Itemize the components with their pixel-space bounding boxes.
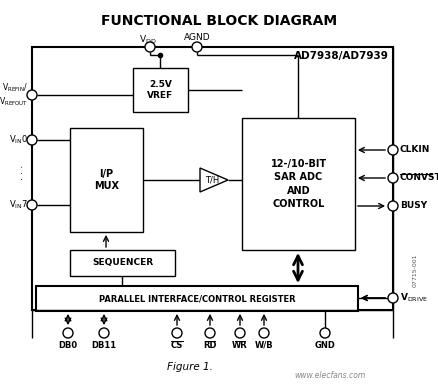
- Circle shape: [388, 173, 398, 183]
- Polygon shape: [200, 168, 228, 192]
- Circle shape: [27, 135, 37, 145]
- Circle shape: [388, 145, 398, 155]
- Circle shape: [63, 328, 73, 338]
- Bar: [133, 68, 188, 112]
- Text: V$_\mathsf{IN}$7: V$_\mathsf{IN}$7: [9, 199, 28, 211]
- Text: V$_\mathsf{DRIVE}$: V$_\mathsf{DRIVE}$: [400, 292, 428, 304]
- Text: · · ·: · · ·: [18, 164, 28, 180]
- Circle shape: [320, 328, 330, 338]
- Circle shape: [27, 90, 37, 100]
- Text: FUNCTIONAL BLOCK DIAGRAM: FUNCTIONAL BLOCK DIAGRAM: [101, 14, 337, 28]
- Text: AD7938/AD7939: AD7938/AD7939: [294, 51, 389, 61]
- Text: GND: GND: [314, 341, 336, 350]
- Circle shape: [172, 328, 182, 338]
- Text: CLKIN: CLKIN: [400, 146, 431, 154]
- Bar: [32, 47, 393, 310]
- Circle shape: [27, 200, 37, 210]
- Text: CONVST: CONVST: [400, 172, 438, 182]
- Circle shape: [145, 42, 155, 52]
- Circle shape: [388, 201, 398, 211]
- Text: V$_\mathsf{REFIN}$/
V$_\mathsf{REFOUT}$: V$_\mathsf{REFIN}$/ V$_\mathsf{REFOUT}$: [0, 82, 28, 108]
- Text: WR: WR: [232, 341, 248, 350]
- Text: www.elecfans.com: www.elecfans.com: [294, 371, 366, 380]
- Text: I/P
MUX: I/P MUX: [94, 169, 119, 191]
- Bar: [70, 250, 175, 276]
- Circle shape: [259, 328, 269, 338]
- Text: W/B: W/B: [254, 341, 273, 350]
- Text: V$_\mathsf{IN}$0: V$_\mathsf{IN}$0: [9, 134, 28, 146]
- Circle shape: [388, 293, 398, 303]
- Circle shape: [192, 42, 202, 52]
- Text: Figure 1.: Figure 1.: [167, 362, 213, 372]
- Text: AGND: AGND: [184, 33, 210, 42]
- Text: DB0: DB0: [58, 341, 78, 350]
- Text: PARALLEL INTERFACE/CONTROL REGISTER: PARALLEL INTERFACE/CONTROL REGISTER: [99, 294, 295, 303]
- Bar: [70, 128, 143, 232]
- Text: T/H: T/H: [205, 175, 219, 184]
- Bar: [36, 286, 358, 311]
- Text: RD: RD: [203, 341, 217, 350]
- Circle shape: [99, 328, 109, 338]
- Text: V$_\mathsf{DD}$: V$_\mathsf{DD}$: [139, 33, 157, 45]
- Text: BUSY: BUSY: [400, 202, 427, 210]
- Circle shape: [235, 328, 245, 338]
- Text: CS: CS: [171, 341, 183, 350]
- Circle shape: [205, 328, 215, 338]
- Text: 2.5V
VREF: 2.5V VREF: [148, 80, 173, 100]
- Text: 12-/10-BIT
SAR ADC
AND
CONTROL: 12-/10-BIT SAR ADC AND CONTROL: [270, 159, 327, 209]
- Bar: [242, 118, 355, 250]
- Text: 07715-001: 07715-001: [413, 253, 417, 287]
- Text: DB11: DB11: [92, 341, 117, 350]
- Text: SEQUENCER: SEQUENCER: [92, 258, 153, 268]
